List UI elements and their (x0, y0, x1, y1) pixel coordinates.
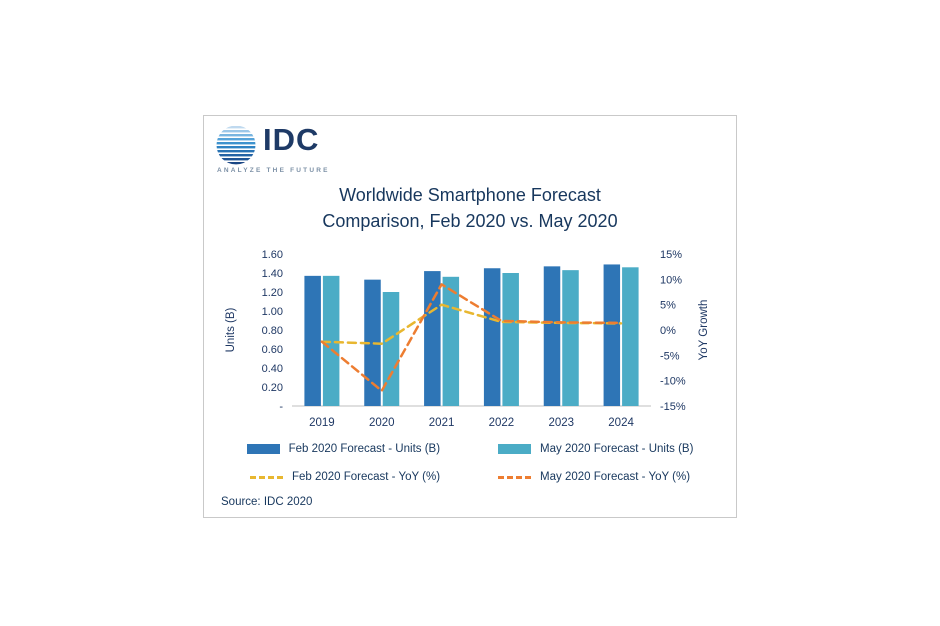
left-axis-tick-label: 0.80 (262, 325, 283, 337)
bar-may-2023 (562, 270, 579, 406)
logo-tagline: ANALYZE THE FUTURE (217, 167, 330, 174)
left-axis-tick-label: 0.60 (262, 344, 283, 356)
source-note: Source: IDC 2020 (221, 496, 313, 508)
legend-item-may-yoy: May 2020 Forecast - YoY (%) (498, 471, 690, 483)
legend-label: May 2020 Forecast - YoY (%) (540, 471, 691, 483)
legend: Feb 2020 Forecast - Units (B) May 2020 F… (204, 443, 736, 499)
right-axis-tick-label: -10% (660, 376, 686, 388)
left-axis-tick-label: 1.00 (262, 306, 283, 318)
chart-title-line2: Comparison, Feb 2020 vs. May 2020 (322, 211, 618, 231)
left-axis-tick-label: 0.40 (262, 363, 283, 375)
legend-row-lines: Feb 2020 Forecast - YoY (%) May 2020 For… (204, 471, 736, 483)
left-axis-tick-label: 1.40 (262, 268, 283, 280)
chart-title: Worldwide Smartphone Forecast Comparison… (204, 182, 736, 234)
bar-feb-2019 (304, 275, 321, 406)
idc-globe-icon (216, 126, 256, 165)
bar-may-2020 (382, 292, 400, 406)
legend-item-feb-units: Feb 2020 Forecast - Units (B) (246, 443, 441, 455)
bar-may-2019 (322, 275, 340, 406)
x-axis-category-label: 2024 (608, 417, 634, 429)
left-axis-tick-label: - (279, 401, 283, 413)
x-axis-category-label: 2019 (309, 417, 335, 429)
legend-swatch-feb-units-bar (246, 444, 280, 454)
legend-swatch-feb-yoy-line (249, 475, 283, 479)
right-axis-title: YoY Growth (698, 300, 710, 361)
legend-swatch-may-units-bar (498, 444, 532, 454)
bar-feb-2020 (364, 279, 381, 406)
bar-feb-2021 (424, 271, 441, 406)
right-axis-tick-label: 5% (660, 300, 676, 312)
legend-item-feb-yoy: Feb 2020 Forecast - YoY (%) (249, 471, 441, 483)
idc-logo: IDC ANALYZE THE FUTURE (216, 122, 366, 181)
left-axis-title: Units (B) (225, 307, 237, 352)
x-axis-category-label: 2022 (489, 417, 515, 429)
x-axis-category-label: 2023 (548, 417, 574, 429)
left-axis-tick-label: 0.20 (262, 382, 283, 394)
bar-feb-2024 (603, 264, 621, 406)
bar-may-2022 (502, 273, 519, 406)
legend-swatch-may-yoy-line (498, 475, 532, 479)
x-axis-category-label: 2021 (429, 417, 455, 429)
right-axis-tick-label: 10% (660, 274, 682, 286)
left-axis-tick-label: 1.20 (262, 287, 283, 299)
legend-label: Feb 2020 Forecast - Units (B) (288, 443, 441, 455)
bar-may-2021 (442, 276, 460, 406)
bar-feb-2022 (483, 268, 501, 406)
combo-chart: - 0.20 0.40 0.60 0.80 1.00 1.20 1.40 1.60 -15% -10… (225, 249, 710, 429)
legend-label: Feb 2020 Forecast - YoY (%) (291, 471, 441, 483)
bar-feb-2023 (543, 266, 561, 406)
chart-card: IDC ANALYZE THE FUTURE Worldwide Smartph… (203, 115, 737, 518)
x-axis-category-label: 2020 (369, 417, 395, 429)
legend-row-bars: Feb 2020 Forecast - Units (B) May 2020 F… (204, 443, 736, 455)
right-axis-tick-label: -15% (660, 401, 686, 413)
right-axis-tick-label: 0% (660, 325, 676, 337)
trend-line-may-yoy (320, 283, 623, 393)
left-axis-tick-label: 1.60 (262, 249, 283, 261)
legend-item-may-units: May 2020 Forecast - Units (B) (498, 443, 693, 455)
bar-may-2024 (622, 267, 639, 406)
right-axis-tick-label: 15% (660, 249, 682, 261)
legend-label: May 2020 Forecast - Units (B) (540, 443, 694, 455)
chart-title-line1: Worldwide Smartphone Forecast (339, 185, 601, 205)
right-axis-tick-label: -5% (660, 350, 680, 362)
logo-text: IDC (263, 122, 320, 157)
